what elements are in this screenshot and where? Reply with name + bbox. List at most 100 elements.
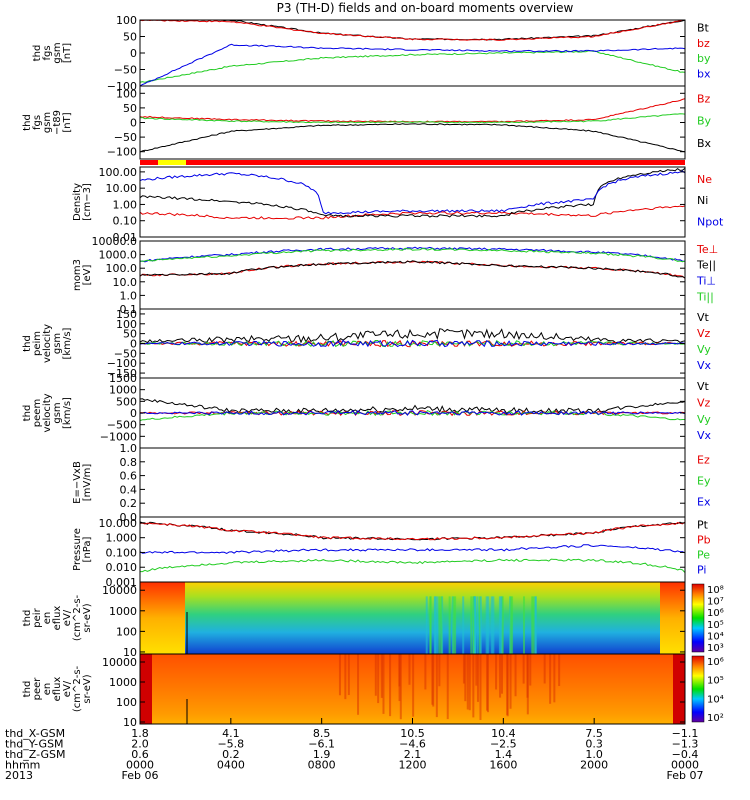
electron-spectrogram-streak [447, 654, 449, 719]
electron-spectrogram-streak [527, 654, 529, 714]
electron-spectrogram-streak [510, 654, 512, 709]
y-axis-label-line: [nT] [62, 43, 73, 63]
legend-Npot: Npot [697, 215, 724, 228]
electron-spectrogram-streak [472, 654, 474, 717]
y-tick-label: 100 [116, 625, 137, 638]
y-tick-label: 100 [116, 87, 137, 100]
y-tick-label: 1.00 [113, 198, 138, 211]
panel-frame [140, 448, 685, 517]
y-tick-label: 1000.0 [99, 249, 138, 262]
x-row-value: 0800 [308, 759, 336, 772]
legend-Pi: Pi [697, 564, 706, 577]
electron-spectrogram-streak [507, 654, 509, 716]
y-tick-label: 0 [130, 117, 137, 130]
legend-Pb: Pb [697, 533, 711, 546]
legend-Vz: Vz [697, 327, 711, 340]
electron-spectrogram-streak [348, 654, 350, 695]
orbit-bar-red [140, 160, 685, 165]
legend-Vt: Vt [697, 311, 710, 324]
y-tick-label: −100 [107, 146, 137, 159]
electron-spectrogram-streak [515, 654, 517, 696]
colorbar-tick-label: 10⁸ [707, 585, 724, 596]
y-tick-label: 0.10 [113, 215, 138, 228]
series-line-Pi [140, 545, 685, 554]
legend-Te||: Te|| [696, 259, 716, 272]
series-line-Ni [140, 168, 685, 217]
panel-fgs: 100500−50−100thd fgs gsm [nT]Btbzbybx [32, 14, 711, 93]
electron-spectrogram-streak [549, 654, 551, 704]
ion-spectrogram-streak [440, 596, 442, 654]
legend-Ez: Ez [697, 454, 710, 467]
colorbar-peir [692, 584, 704, 652]
electron-spectrogram-streak [431, 654, 433, 705]
panel-peem: 150010005000−500−1000thd peem velocity gsm[… [22, 372, 712, 448]
electron-spectrogram-edge-end [673, 654, 685, 724]
legend-Ne: Ne [697, 173, 712, 186]
colorbar-tick-label: 10² [707, 713, 724, 724]
ion-spectrogram [140, 582, 685, 654]
electron-spectrogram-streak [400, 654, 402, 719]
electron-spectrogram-streak [495, 654, 497, 689]
electron-spectrogram-streak [469, 654, 471, 710]
electron-spectrogram-streak [553, 654, 555, 702]
y-tick-label: 0 [130, 47, 137, 60]
y-tick-label: 0.8 [120, 456, 138, 469]
ion-spectrogram-streak [426, 596, 428, 654]
electron-spectrogram-streak [412, 654, 414, 717]
y-axis-label-line: [cm−3] [82, 183, 93, 221]
colorbar-peer [692, 656, 704, 722]
colorbar-tick-label: 10⁷ [707, 597, 724, 608]
x-axis-labels: thd_X-GSM 1.8 4.1 8.5 10.5 10.4 7.5 −1.1thd_Y-G… [5, 718, 703, 782]
ion-spectrogram-streak [474, 596, 476, 654]
ion-spectrogram-streak [462, 596, 464, 654]
legend-Ti⊥: Ti⊥ [696, 274, 716, 287]
electron-spectrogram-streak [375, 654, 377, 696]
legend-by: by [697, 52, 711, 65]
y-tick-label: 100 [116, 14, 137, 27]
y-axis-label-line: [eV] [82, 265, 93, 286]
series-line-by [140, 51, 685, 83]
x-row-value: 1600 [489, 759, 517, 772]
electron-spectrogram-streak [523, 654, 525, 684]
colorbar-tick-label: 10⁵ [707, 620, 724, 631]
x-row-value: Feb 06 [122, 769, 159, 782]
panel-peer: 10000 1000 100 10 thd peer en eflux eV/(cm^2-s-s… [22, 654, 685, 729]
electron-spectrogram-streak [467, 654, 469, 709]
colorbar-tick-label: 10⁶ [707, 608, 724, 619]
legend-By: By [697, 115, 712, 128]
colorbar-tick-label: 10⁶ [707, 657, 724, 668]
series-line-Bz [140, 99, 685, 123]
y-tick-label: 1.0 [120, 289, 138, 302]
electron-spectrogram-streak [529, 654, 531, 686]
y-tick-label: 0.6 [120, 470, 138, 483]
ion-spectrogram-streak [510, 596, 512, 654]
series-line-Te|| [140, 261, 685, 278]
y-tick-label: −50 [114, 131, 137, 144]
y-tick-label: 100.0 [106, 262, 138, 275]
y-tick-label: 10.00 [106, 182, 138, 195]
y-tick-label: 1000 [109, 605, 137, 618]
y-tick-label: 1.0 [120, 442, 138, 455]
legend-Pe: Pe [697, 549, 710, 562]
ion-spectrogram-streak [470, 596, 472, 654]
legend-Ex: Ex [697, 496, 711, 509]
ion-spectrogram-streak [434, 596, 436, 654]
legend-Ey: Ey [697, 475, 711, 488]
y-tick-label: 10000.0 [92, 235, 138, 248]
x-row-label: 2013 [5, 769, 33, 782]
series-line-Pt [140, 522, 685, 540]
electron-spectrogram-streak [344, 654, 346, 699]
ion-spectrogram-streak [480, 596, 482, 654]
x-row-value: 2000 [580, 759, 608, 772]
series-line-Ne [140, 206, 685, 219]
series-line-Pe [140, 559, 685, 573]
series-line-Ti⊥ [140, 247, 685, 262]
y-tick-label: −50 [114, 64, 137, 77]
y-axis-label-line: [nT] [62, 112, 73, 132]
electron-spectrogram-streak [408, 654, 410, 685]
electron-spectrogram-streak [544, 654, 546, 683]
legend-Pt: Pt [697, 518, 709, 531]
x-row-value: 1200 [399, 759, 427, 772]
colorbar-tick-label: 10⁴ [707, 631, 724, 642]
